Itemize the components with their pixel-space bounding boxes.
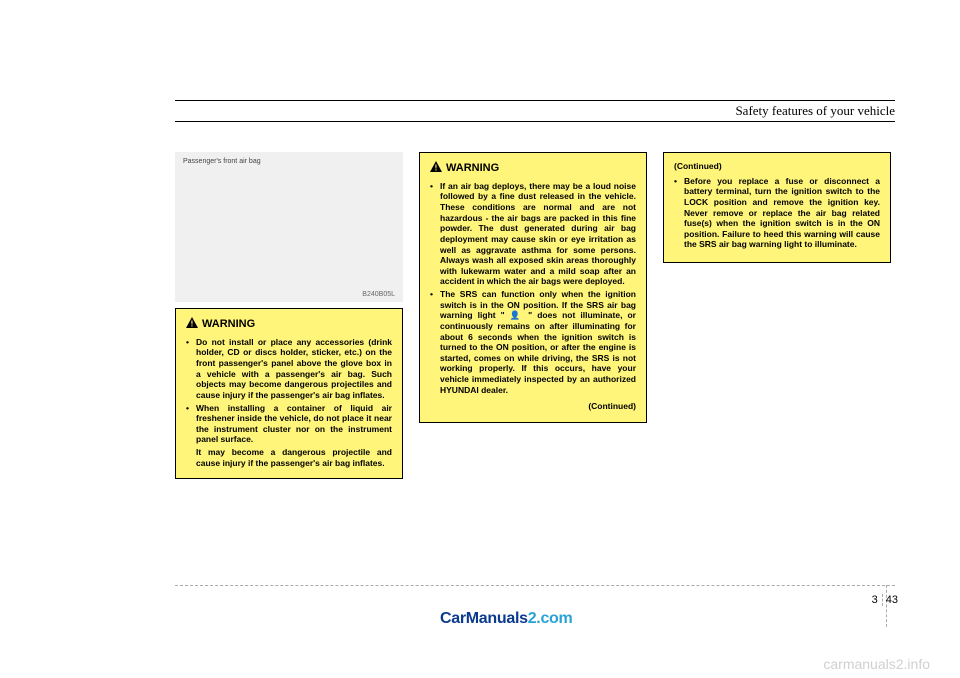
warning-1-list: Do not install or place any accessories … [186,337,392,445]
svg-text:!: ! [435,164,438,173]
watermark-carmanuals2: CarManuals2.com [440,610,572,628]
continued-label: (Continued) [430,401,636,412]
page-number-value: 43 [886,594,898,606]
warning-1-item: Do not install or place any accessories … [186,337,392,401]
warning-box-3: (Continued) Before you replace a fuse or… [663,152,891,263]
warning-2-list: If an air bag deploys, there may be a lo… [430,181,636,396]
header-rule: Safety features of your vehicle [175,100,895,122]
page-number: 343 [872,594,898,606]
warning-label: WARNING [446,162,499,176]
warning-title-1: ! WARNING [186,317,392,333]
section-title: Safety features of your vehicle [735,103,895,119]
warning-3-item: Before you replace a fuse or disconnect … [674,176,880,250]
watermark-part-a: CarManuals [440,610,528,627]
warning-2-item: The SRS can function only when the ignit… [430,289,636,395]
watermark-part-b: 2.com [528,610,573,627]
warning-label: WARNING [202,318,255,332]
footer-dashed-vert [886,585,887,627]
warning-title-2: ! WARNING [430,161,636,177]
warning-triangle-icon: ! [186,317,198,333]
warning-triangle-icon: ! [430,161,442,177]
warning-3-list: Before you replace a fuse or disconnect … [674,176,880,250]
warning-box-2: ! WARNING If an air bag deploys, there m… [419,152,647,423]
column-3: (Continued) Before you replace a fuse or… [663,152,891,479]
continued-top-label: (Continued) [674,161,880,172]
image-caption-top: Passenger's front air bag [183,158,261,165]
column-1: Passenger's front air bag B240B05L ! WAR… [175,152,403,479]
airbag-image-placeholder: Passenger's front air bag B240B05L [175,152,403,302]
footer-dashed-rule [175,585,895,586]
watermark-info: carmanuals2.info [823,656,930,672]
image-caption-code: B240B05L [362,291,395,298]
column-2: ! WARNING If an air bag deploys, there m… [419,152,647,479]
content-columns: Passenger's front air bag B240B05L ! WAR… [175,152,895,479]
warning-2-item: If an air bag deploys, there may be a lo… [430,181,636,287]
svg-text:!: ! [191,320,194,329]
warning-1-sub: It may become a dangerous projectile and… [186,447,392,468]
chapter-number: 3 [872,594,883,606]
warning-1-item: When installing a container of liquid ai… [186,403,392,446]
warning-box-1: ! WARNING Do not install or place any ac… [175,308,403,479]
